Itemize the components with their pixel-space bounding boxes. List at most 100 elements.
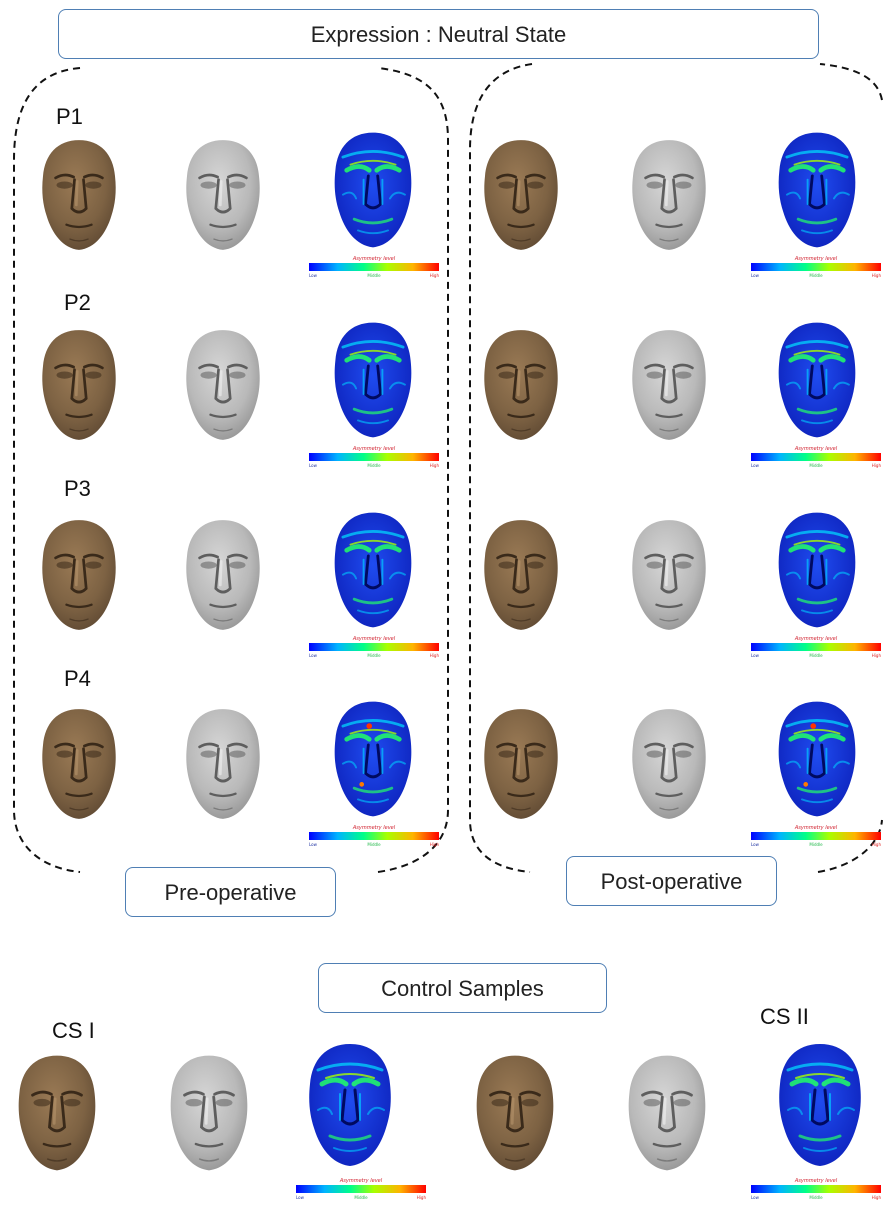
asymmetry-low-label: Low xyxy=(751,1195,760,1200)
asymmetry-middle-label: Middle xyxy=(367,842,381,847)
cs1-asymmetry-bar: Asymmetry level Low Middle High xyxy=(296,1178,426,1200)
page-title: Expression : Neutral State xyxy=(310,22,567,47)
asymmetry-middle-label: Middle xyxy=(367,273,381,278)
pre-p2-asymmetry-map xyxy=(334,322,412,438)
asymmetry-middle-label: Middle xyxy=(809,842,823,847)
asymmetry-low-label: Low xyxy=(751,273,760,278)
cs2-mesh-face xyxy=(628,1055,706,1171)
asymmetry-middle-label: Middle xyxy=(809,273,823,278)
asymmetry-color-scale xyxy=(751,1185,881,1193)
pre-operative-box: Pre-operative xyxy=(125,867,336,917)
asymmetry-high-label: High xyxy=(872,273,881,278)
asymmetry-color-scale xyxy=(309,643,439,651)
asymmetry-color-scale xyxy=(751,832,881,840)
cs2-asymmetry-map xyxy=(779,1044,861,1166)
asymmetry-high-label: High xyxy=(430,273,439,278)
asymmetry-middle-label: Middle xyxy=(367,463,381,468)
post-p3-textured-face xyxy=(484,520,558,630)
asymmetry-low-label: Low xyxy=(309,653,318,658)
control-samples-box: Control Samples xyxy=(318,963,607,1013)
asymmetry-low-label: Low xyxy=(309,842,318,847)
asymmetry-bar-title: Asymmetry level xyxy=(352,825,396,831)
title-box: Expression : Neutral State xyxy=(58,9,819,59)
asymmetry-high-label: High xyxy=(872,463,881,468)
post-operative-frame xyxy=(469,63,883,873)
patient-label-p1: P1 xyxy=(56,104,83,129)
asymmetry-bar-title: Asymmetry level xyxy=(794,446,838,452)
pre-p2-asymmetry-bar: Asymmetry level Low Middle High xyxy=(309,446,439,468)
asymmetry-high-label: High xyxy=(872,1195,881,1200)
pre-p3-asymmetry-bar: Asymmetry level Low Middle High xyxy=(309,636,439,658)
post-p4-mesh-face xyxy=(632,709,706,819)
pre-operative-label: Pre-operative xyxy=(164,880,297,905)
asymmetry-bar-title: Asymmetry level xyxy=(794,1178,838,1184)
asymmetry-low-label: Low xyxy=(296,1195,305,1200)
post-p4-asymmetry-map xyxy=(778,701,856,817)
asymmetry-middle-label: Middle xyxy=(367,653,381,658)
pre-p3-asymmetry-map xyxy=(334,512,412,628)
post-p1-textured-face xyxy=(484,140,558,250)
asymmetry-low-label: Low xyxy=(751,463,760,468)
post-p3-asymmetry-bar: Asymmetry level Low Middle High xyxy=(751,636,881,658)
asymmetry-color-scale xyxy=(309,263,439,271)
asymmetry-low-label: Low xyxy=(751,653,760,658)
pre-p1-asymmetry-map xyxy=(334,132,412,248)
post-p2-mesh-face xyxy=(632,330,706,440)
pre-p3-textured-face xyxy=(42,520,116,630)
asymmetry-color-scale xyxy=(751,263,881,271)
asymmetry-high-label: High xyxy=(417,1195,426,1200)
patient-label-p4: P4 xyxy=(64,666,91,691)
cs2-asymmetry-bar: Asymmetry level Low Middle High xyxy=(751,1178,881,1200)
post-p2-asymmetry-bar: Asymmetry level Low Middle High xyxy=(751,446,881,468)
pre-p4-textured-face xyxy=(42,709,116,819)
pre-operative-frame xyxy=(13,67,449,873)
pre-p4-asymmetry-bar: Asymmetry level Low Middle High xyxy=(309,825,439,847)
post-p3-asymmetry-map xyxy=(778,512,856,628)
asymmetry-high-label: High xyxy=(872,653,881,658)
post-p4-textured-face xyxy=(484,709,558,819)
asymmetry-color-scale xyxy=(309,453,439,461)
control-samples-title: Control Samples xyxy=(381,976,544,1001)
post-p2-asymmetry-map xyxy=(778,322,856,438)
asymmetry-middle-label: Middle xyxy=(809,1195,823,1200)
asymmetry-bar-title: Asymmetry level xyxy=(352,446,396,452)
asymmetry-middle-label: Middle xyxy=(809,463,823,468)
asymmetry-color-scale xyxy=(751,453,881,461)
asymmetry-low-label: Low xyxy=(309,463,318,468)
asymmetry-bar-title: Asymmetry level xyxy=(352,256,396,262)
pre-p2-mesh-face xyxy=(186,330,260,440)
pre-p4-asymmetry-map xyxy=(334,701,412,817)
post-p1-asymmetry-map xyxy=(778,132,856,248)
cs1-asymmetry-map xyxy=(309,1044,391,1166)
asymmetry-bar-title: Asymmetry level xyxy=(794,256,838,262)
pre-p1-textured-face xyxy=(42,140,116,250)
post-p1-mesh-face xyxy=(632,140,706,250)
post-operative-label: Post-operative xyxy=(600,869,743,894)
asymmetry-low-label: Low xyxy=(751,842,760,847)
asymmetry-middle-label: Middle xyxy=(809,653,823,658)
control-label-cs1: CS I xyxy=(52,1018,95,1043)
control-label-cs2: CS II xyxy=(760,1004,809,1029)
pre-p1-mesh-face xyxy=(186,140,260,250)
asymmetry-color-scale xyxy=(309,832,439,840)
post-p2-textured-face xyxy=(484,330,558,440)
pre-p4-mesh-face xyxy=(186,709,260,819)
pre-p1-asymmetry-bar: Asymmetry level Low Middle High xyxy=(309,256,439,278)
asymmetry-high-label: High xyxy=(430,842,439,847)
post-p3-mesh-face xyxy=(632,520,706,630)
asymmetry-bar-title: Asymmetry level xyxy=(352,636,396,642)
patient-label-p3: P3 xyxy=(64,476,91,501)
asymmetry-color-scale xyxy=(296,1185,426,1193)
asymmetry-bar-title: Asymmetry level xyxy=(794,825,838,831)
patient-label-p2: P2 xyxy=(64,290,91,315)
asymmetry-bar-title: Asymmetry level xyxy=(339,1178,383,1184)
asymmetry-high-label: High xyxy=(430,463,439,468)
cs2-textured-face xyxy=(476,1055,554,1171)
asymmetry-low-label: Low xyxy=(309,273,318,278)
asymmetry-middle-label: Middle xyxy=(354,1195,368,1200)
cs1-mesh-face xyxy=(170,1055,248,1171)
post-p1-asymmetry-bar: Asymmetry level Low Middle High xyxy=(751,256,881,278)
asymmetry-color-scale xyxy=(751,643,881,651)
asymmetry-high-label: High xyxy=(872,842,881,847)
